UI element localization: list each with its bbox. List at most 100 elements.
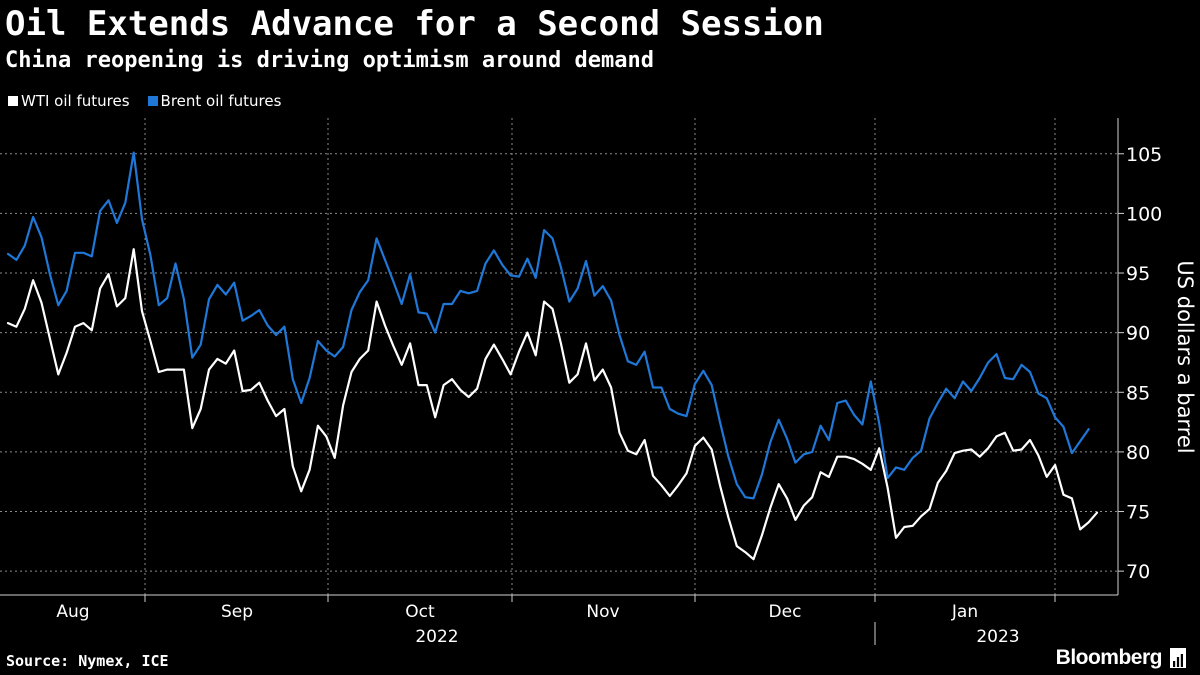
data-point-wti (342, 404, 344, 407)
data-point-brent (91, 255, 93, 258)
data-point-brent (560, 266, 562, 268)
x-tick-label: Nov (586, 602, 619, 622)
data-point-wti (501, 358, 504, 360)
series-layer (6, 151, 1099, 561)
data-point-brent (467, 292, 470, 295)
data-point-brent (24, 244, 26, 247)
data-point-wti (82, 322, 85, 324)
data-point-brent (350, 309, 353, 311)
data-point-wti (359, 358, 361, 360)
data-point-brent (15, 259, 18, 261)
data-point-brent (819, 424, 822, 427)
data-point-wti (325, 435, 328, 438)
data-point-wti (49, 337, 51, 340)
data-point-wti (518, 350, 520, 353)
data-point-brent (870, 380, 872, 383)
data-point-brent (258, 309, 261, 311)
data-point-brent (937, 402, 939, 404)
series-line-brent (6, 151, 1090, 500)
data-point-brent (803, 453, 805, 456)
data-point-wti (769, 507, 772, 509)
data-point-brent (266, 324, 269, 327)
data-point-wti (509, 373, 512, 376)
data-point-brent (333, 355, 336, 358)
data-point-wti (65, 352, 68, 354)
data-point-brent (585, 260, 587, 262)
data-point-wti (392, 345, 395, 347)
data-point-brent (777, 418, 780, 421)
data-point-wti (794, 519, 797, 521)
data-point-brent (174, 262, 177, 265)
data-point-brent (1020, 364, 1023, 366)
data-point-brent (627, 360, 629, 363)
data-point-wti (384, 324, 386, 327)
data-point-wti (777, 483, 780, 485)
data-point-wti (350, 371, 353, 373)
data-point-brent (928, 417, 931, 420)
data-point-wti (920, 515, 922, 518)
data-point-brent (970, 390, 973, 392)
data-point-brent (7, 253, 9, 255)
data-point-wti (141, 310, 143, 313)
data-point-brent (987, 361, 989, 364)
data-point-brent (283, 325, 286, 328)
data-point-wti (417, 384, 420, 386)
legend-item-wti: WTI oil futures (8, 92, 130, 110)
data-point-wti (367, 349, 370, 352)
data-point-brent (526, 257, 529, 260)
data-point-wti (400, 364, 403, 366)
data-point-brent (518, 275, 520, 278)
data-point-brent (40, 236, 43, 239)
data-point-brent (275, 334, 277, 336)
data-point-wti (208, 368, 210, 371)
data-point-brent (643, 350, 646, 353)
y-tick-label: 70 (1126, 561, 1150, 583)
data-point-brent (417, 311, 420, 314)
data-point-wti (526, 331, 529, 334)
data-point-wti (426, 384, 428, 386)
data-point-brent (727, 455, 730, 458)
series-line-wti (6, 248, 1099, 561)
data-point-brent (367, 279, 370, 282)
data-point-brent (702, 370, 705, 372)
data-point-wti (744, 551, 746, 553)
data-point-wti (752, 558, 755, 560)
data-point-brent (325, 349, 328, 352)
data-point-wti (618, 432, 621, 434)
data-point-wti (7, 322, 9, 324)
legend-label-wti: WTI oil futures (21, 92, 130, 110)
data-point-wti (233, 349, 235, 352)
data-point-wti (1079, 528, 1081, 531)
data-point-brent (426, 312, 428, 315)
data-point-wti (1020, 448, 1023, 451)
x-tick-label: Oct (405, 602, 435, 622)
series-points-wti (7, 248, 1098, 560)
data-point-wti (116, 305, 118, 308)
brand-logo: Bloomberg (1056, 646, 1186, 670)
data-point-brent (208, 298, 210, 301)
data-point-brent (978, 377, 981, 379)
data-point-wti (1071, 497, 1073, 500)
data-point-wti (786, 497, 788, 500)
data-point-brent (794, 461, 797, 464)
data-point-brent (375, 237, 378, 240)
data-point-wti (870, 469, 872, 471)
data-point-brent (903, 469, 906, 471)
data-point-wti (819, 471, 822, 474)
data-point-brent (886, 477, 889, 479)
data-point-wti (434, 416, 437, 419)
data-point-wti (174, 368, 177, 371)
data-point-brent (669, 408, 671, 410)
data-point-wti (602, 368, 604, 371)
data-point-wti (40, 302, 43, 304)
data-point-wti (132, 248, 135, 250)
data-point-brent (1079, 440, 1081, 443)
data-point-wti (560, 342, 562, 345)
data-point-wti (543, 300, 545, 303)
data-point-wti (166, 368, 168, 371)
data-point-brent (342, 346, 344, 348)
data-point-brent (158, 304, 160, 307)
data-point-brent (74, 252, 76, 254)
data-point-wti (476, 387, 478, 390)
